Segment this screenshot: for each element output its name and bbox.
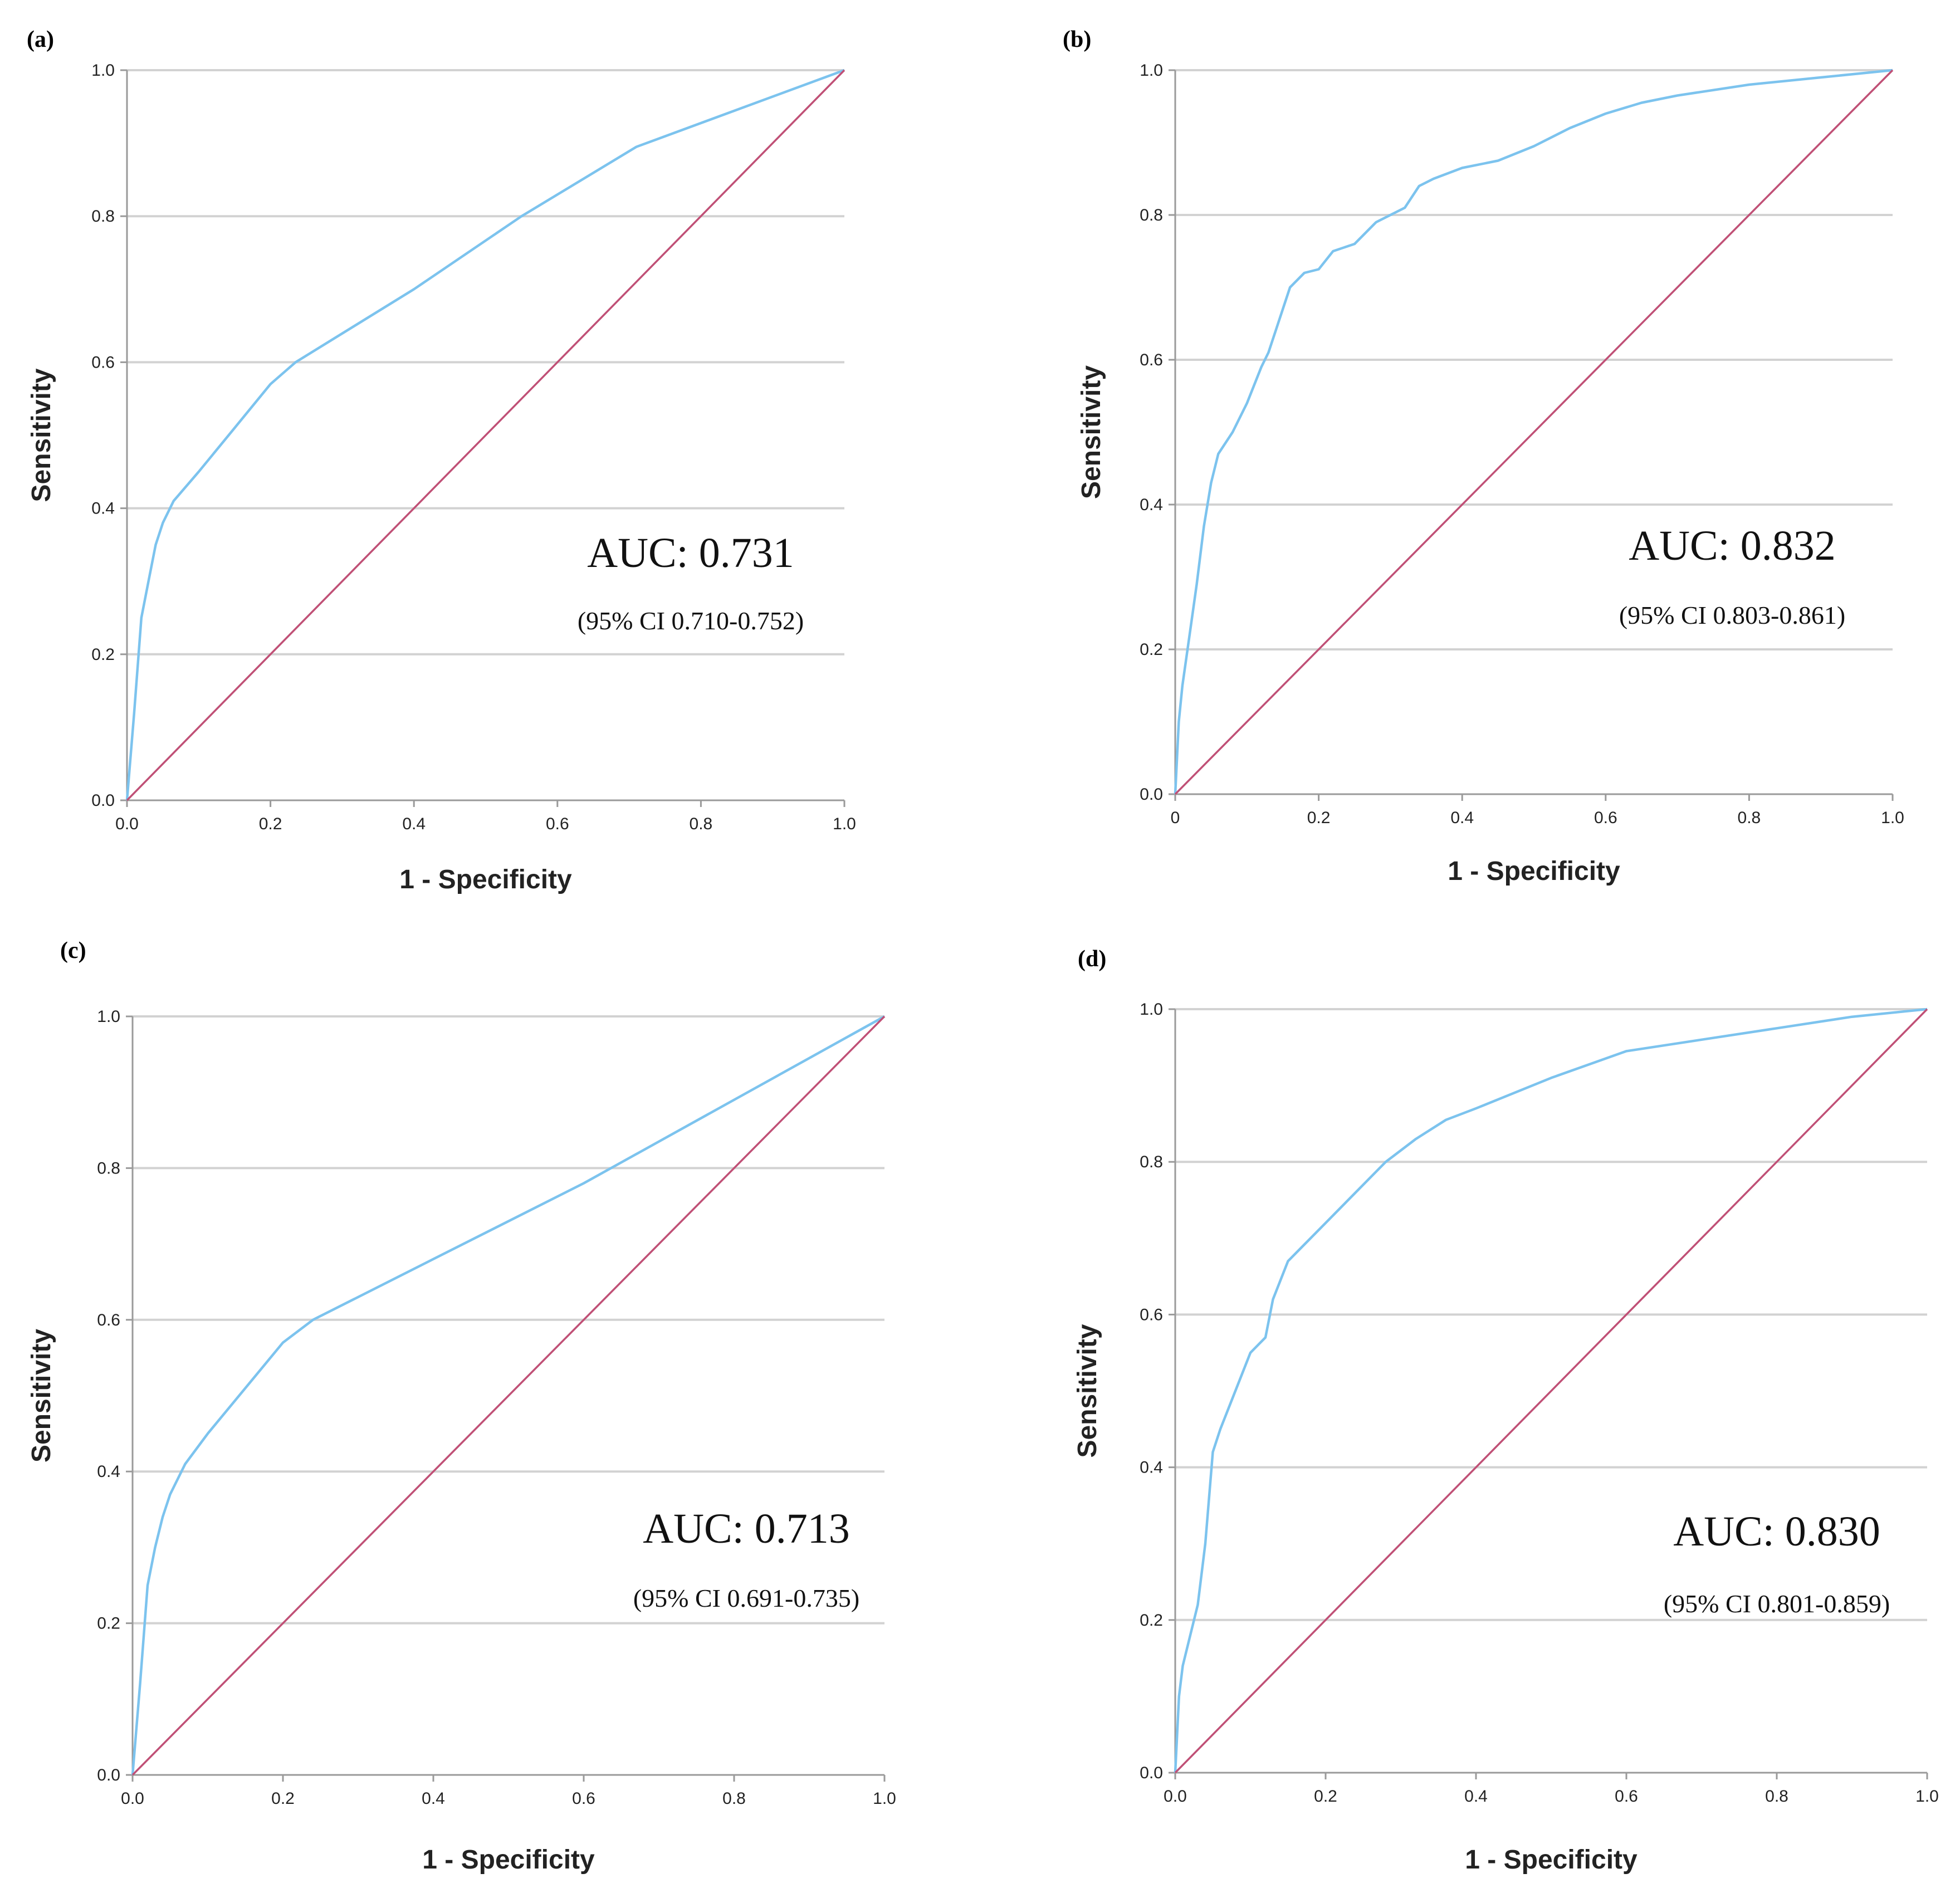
y-tick-label: 1.0 [97,1007,120,1026]
roc-curve [1174,1007,1928,1773]
y-tick-label: 0.8 [97,1159,120,1177]
x-axis-label: 1 - Specificity [399,865,572,894]
y-tick-label: 0.6 [97,1311,120,1329]
y-tick-label: 1.0 [1140,61,1163,80]
ci-annotation: (95% CI 0.801-0.859) [1664,1589,1890,1618]
y-axis-label: Sensitivity [1073,1324,1102,1457]
x-axis-label: 1 - Specificity [1465,1845,1638,1875]
y-tick-label: 0.4 [97,1462,120,1481]
x-tick-label: 0.0 [115,815,139,833]
x-tick-label: 0.4 [422,1789,445,1808]
y-tick-label: 0.4 [1140,1459,1163,1477]
y-tick-label: 0.2 [91,645,115,664]
auc-annotation: AUC: 0.731 [587,530,794,576]
roc-panel-2: 0.0 0.2 0.4 0.6 0.8 1.0 0.0 0.2 0.4 0.6 0.8 1.0 (c) 1… [27,938,896,1875]
roc-curve [1174,69,1893,795]
y-tick-label: 0.2 [1140,640,1163,659]
panel-label: (b) [1063,27,1091,52]
y-tick-label: 0.0 [1140,785,1163,804]
y-tick-label: 1.0 [91,61,115,80]
y-axis-label: Sensitivity [27,368,56,502]
x-tick-label: 0.4 [1450,809,1474,827]
reference-line [131,1015,886,1776]
y-tick-label: 0.0 [1140,1764,1163,1782]
reference-line [1174,69,1894,795]
x-tick-label: 0.2 [259,815,282,833]
x-tick-label: 0 [1171,809,1180,827]
x-tick-label: 0.2 [271,1789,295,1808]
reference-line [126,69,845,801]
roc-curve [131,1015,886,1775]
x-tick-label: 0.6 [572,1789,595,1808]
roc-panel-3: 0.0 0.2 0.4 0.6 0.8 1.0 0.0 0.2 0.4 0.6 0.8 1.0 (d) 1… [1073,946,1939,1875]
roc-panel-1: 0.0 0.2 0.4 0.6 0.8 1.0 0 0.2 0.4 0.6 0.8 1.0 (b) 1 -… [1063,27,1904,886]
x-tick-label: 0.8 [1738,809,1761,827]
y-tick-label: 0.8 [1140,206,1163,224]
x-tick-label: 0.4 [402,815,426,833]
y-tick-label: 0.8 [91,207,115,226]
x-tick-label: 1.0 [1915,1787,1939,1806]
y-tick-label: 0.6 [91,353,115,371]
x-tick-label: 1.0 [1881,809,1904,827]
y-tick-label: 0.6 [1140,351,1163,369]
panel-label: (d) [1078,946,1106,972]
y-tick-label: 0.0 [97,1766,120,1784]
y-tick-label: 0.4 [91,500,115,518]
reference-line [1174,1008,1928,1774]
x-tick-label: 0.8 [690,815,713,833]
x-tick-label: 1.0 [833,815,856,833]
roc-panel-0: 0.0 0.2 0.4 0.6 0.8 1.0 0.0 0.2 0.4 0.6 0.8 1.0 (a) 1… [27,27,856,894]
y-axis-label: Sensitivity [27,1329,56,1462]
auc-annotation: AUC: 0.713 [643,1505,850,1552]
y-tick-label: 0.2 [97,1615,120,1633]
x-tick-label: 0.6 [1615,1787,1638,1806]
y-tick-label: 0.6 [1140,1305,1163,1324]
auc-annotation: AUC: 0.830 [1673,1508,1880,1555]
ci-annotation: (95% CI 0.710-0.752) [578,606,804,635]
x-tick-label: 0.8 [1765,1787,1788,1806]
x-tick-label: 0.0 [1164,1787,1187,1806]
roc-curve [125,69,845,801]
ci-annotation: (95% CI 0.803-0.861) [1619,601,1845,629]
x-tick-label: 0.2 [1314,1787,1337,1806]
panel-label: (a) [27,27,54,52]
y-tick-label: 0.0 [91,791,115,810]
panel-label: (c) [60,938,86,963]
x-tick-label: 1.0 [873,1789,896,1808]
x-tick-label: 0.8 [722,1789,746,1808]
y-tick-label: 0.4 [1140,496,1163,514]
x-tick-label: 0.2 [1307,809,1331,827]
x-tick-label: 0.0 [121,1789,144,1808]
x-axis-label: 1 - Specificity [1448,857,1620,886]
y-axis-label: Sensitivity [1077,365,1106,499]
x-axis-label: 1 - Specificity [422,1845,595,1875]
y-tick-label: 1.0 [1140,1000,1163,1019]
y-tick-label: 0.2 [1140,1611,1163,1630]
y-tick-label: 0.8 [1140,1153,1163,1171]
ci-annotation: (95% CI 0.691-0.735) [633,1584,859,1612]
auc-annotation: AUC: 0.832 [1629,522,1836,569]
x-tick-label: 0.6 [546,815,569,833]
x-tick-label: 0.6 [1594,809,1617,827]
x-tick-label: 0.4 [1464,1787,1488,1806]
